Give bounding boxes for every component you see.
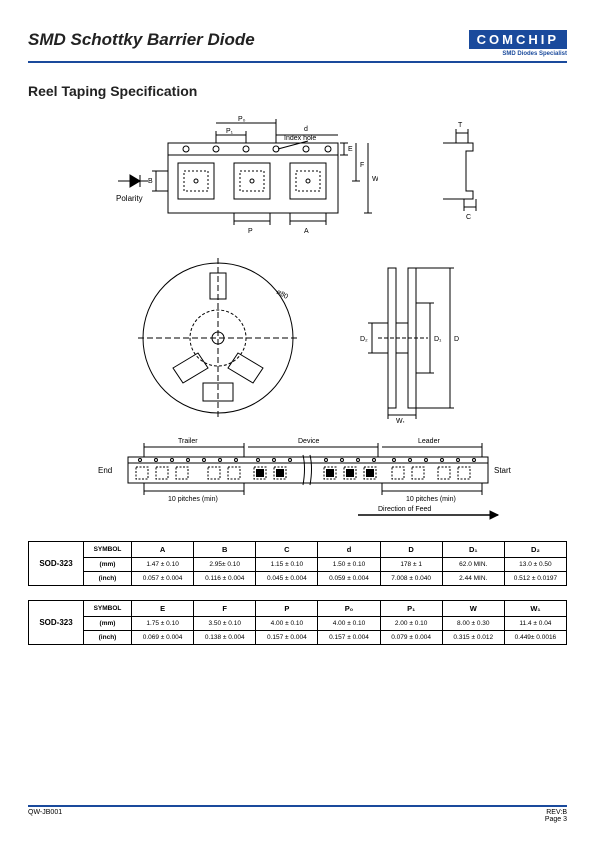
brand-tagline: SMD Diodes Specialist: [469, 51, 567, 57]
unit-inch: (inch): [84, 631, 132, 645]
tape-strip-diagram: Trailer Device Leader End Start 10 pitch…: [78, 433, 518, 523]
pitches2-label: 10 pitches (min): [406, 496, 456, 503]
table-cell: 0.138 ± 0.004: [194, 631, 256, 645]
symbol-header: SYMBOL: [84, 542, 132, 558]
col-header: B: [194, 542, 256, 558]
table-cell: 0.059 ± 0.004: [318, 572, 380, 586]
f-label: F: [360, 162, 364, 169]
polarity-label: Polarity: [116, 194, 143, 203]
table-cell: 0.157 ± 0.004: [318, 631, 380, 645]
logo-block: COMCHIP SMD Diodes Specialist: [469, 30, 567, 57]
spec-table-1: SOD-323 SYMBOL A B C d D D₁ D₂ (mm) 1.47…: [28, 541, 567, 586]
table-cell: 0.045 ± 0.004: [256, 572, 318, 586]
table-cell: 3.50 ± 0.10: [194, 617, 256, 631]
b-label: B: [148, 178, 153, 185]
feed-direction-label: Direction of Feed: [378, 506, 431, 513]
table-cell: 2.00 ± 0.10: [380, 617, 442, 631]
a-label: A: [304, 228, 309, 235]
p-label: P: [248, 228, 253, 235]
col-header: d: [318, 542, 380, 558]
page-footer: QW-JB001 REV:B Page 3: [28, 805, 567, 823]
doc-code: QW-JB001: [28, 809, 62, 823]
col-header: P: [256, 601, 318, 617]
table-cell: 178 ± 1: [380, 558, 442, 572]
pitches1-label: 10 pitches (min): [168, 496, 218, 503]
table-cell: 1.50 ± 0.10: [318, 558, 380, 572]
leader-label: Leader: [418, 438, 440, 445]
device-label: Device: [298, 438, 320, 445]
table-cell: 2.95± 0.10: [194, 558, 256, 572]
symbol-header: SYMBOL: [84, 601, 132, 617]
table-cell: 1.75 ± 0.10: [132, 617, 194, 631]
table-cell: 0.057 ± 0.004: [132, 572, 194, 586]
index-hole-label: Index hole: [284, 135, 316, 142]
table-cell: 11.4 ± 0.04: [504, 617, 566, 631]
table-cell: 0.069 ± 0.004: [132, 631, 194, 645]
col-header: D: [380, 542, 442, 558]
brand-logo: COMCHIP: [469, 30, 567, 49]
doc-title: SMD Schottky Barrier Diode: [28, 30, 255, 50]
table-cell: 7.008 ± 0.040: [380, 572, 442, 586]
page-number: Page 3: [545, 816, 567, 823]
package-cell: SOD-323: [29, 542, 84, 586]
unit-inch: (inch): [84, 572, 132, 586]
table-cell: 13.0 ± 0.50: [504, 558, 566, 572]
spec-table-2: SOD-323 SYMBOL E F P P₀ P₁ W W₁ (mm) 1.7…: [28, 600, 567, 645]
table-cell: 0.512 ± 0.0197: [504, 572, 566, 586]
w-label: W: [372, 176, 378, 183]
table-cell: 0.157 ± 0.004: [256, 631, 318, 645]
table-cell: 0.449± 0.0016: [504, 631, 566, 645]
col-header: P₁: [380, 601, 442, 617]
tape-top-diagram: Polarity Index hole P₀ P₁ d E F W B P A: [108, 113, 378, 243]
diagram-area: Polarity Index hole P₀ P₁ d E F W B P A: [28, 113, 567, 523]
col-header: W₁: [504, 601, 566, 617]
trailer-label: Trailer: [178, 438, 198, 445]
D-label: D: [454, 336, 459, 343]
end-label: End: [98, 466, 112, 475]
table-cell: 2.44 MIN.: [442, 572, 504, 586]
spec-tables: SOD-323 SYMBOL A B C d D D₁ D₂ (mm) 1.47…: [28, 541, 567, 645]
e-label: E: [348, 146, 353, 153]
d1-label: D₁: [434, 336, 442, 343]
page-header: SMD Schottky Barrier Diode COMCHIP SMD D…: [28, 30, 567, 63]
col-header: P₀: [318, 601, 380, 617]
d-label: d: [304, 126, 308, 133]
revision: REV:B: [545, 809, 567, 816]
unit-mm: (mm): [84, 558, 132, 572]
table-cell: 4.00 ± 0.10: [318, 617, 380, 631]
package-cell: SOD-323: [29, 601, 84, 645]
table-cell: 4.00 ± 0.10: [256, 617, 318, 631]
p0-label: P₀: [238, 116, 246, 123]
col-header: A: [132, 542, 194, 558]
col-header: D₂: [504, 542, 566, 558]
table-cell: 1.47 ± 0.10: [132, 558, 194, 572]
start-label: Start: [494, 466, 512, 475]
reel-side-diagram: D₂ D₁ D W₁: [358, 253, 468, 423]
col-header: E: [132, 601, 194, 617]
table-cell: 0.315 ± 0.012: [442, 631, 504, 645]
d2-label: D₂: [360, 336, 368, 343]
section-title: Reel Taping Specification: [28, 83, 567, 99]
col-header: F: [194, 601, 256, 617]
table-cell: 0.116 ± 0.004: [194, 572, 256, 586]
table-cell: 62.0 MIN.: [442, 558, 504, 572]
reel-front-diagram: ø80: [128, 253, 308, 423]
table-cell: 1.15 ± 0.10: [256, 558, 318, 572]
col-header: D₁: [442, 542, 504, 558]
table-cell: 8.00 ± 0.30: [442, 617, 504, 631]
tape-side-diagram: T C: [428, 113, 488, 223]
t-label: T: [458, 122, 463, 129]
unit-mm: (mm): [84, 617, 132, 631]
w1-label: W₁: [396, 418, 406, 423]
col-header: W: [442, 601, 504, 617]
col-header: C: [256, 542, 318, 558]
table-cell: 0.079 ± 0.004: [380, 631, 442, 645]
p1-label: P₁: [226, 128, 234, 135]
c-label: C: [466, 214, 471, 221]
